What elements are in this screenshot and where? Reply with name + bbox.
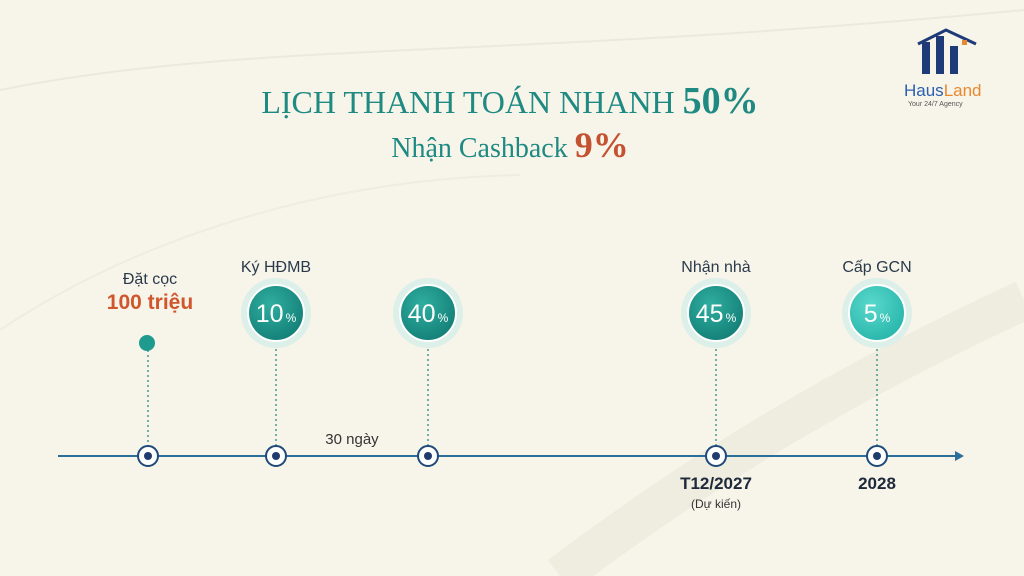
percent-value: 40 xyxy=(408,300,436,328)
interval-label: 30 ngày xyxy=(325,431,379,448)
logo-icon xyxy=(950,46,958,74)
step-date: 2028 xyxy=(858,474,896,493)
logo: HausLand Your 24/7 Agency xyxy=(904,28,982,108)
step-label: Nhận nhà xyxy=(681,259,750,276)
subtitle-main: Nhận Cashback xyxy=(391,133,568,164)
percent-circle xyxy=(687,284,745,342)
timeline-marker-dot xyxy=(712,452,720,460)
step: 10 % Ký HĐMB xyxy=(241,259,311,467)
percent-unit: % xyxy=(726,311,737,325)
step: Đặt cọc 100 triệu xyxy=(107,271,193,467)
deposit-dot xyxy=(139,335,155,351)
logo-icon xyxy=(962,40,967,45)
step: 45 % Nhận nhà T12/2027 (Dự kiến) xyxy=(680,259,752,511)
logo-icon xyxy=(917,28,977,46)
logo-name: Land xyxy=(944,81,982,100)
percent-value: 45 xyxy=(696,300,724,328)
percent-circle xyxy=(247,284,305,342)
logo-tagline: Your 24/7 Agency xyxy=(908,101,963,108)
timeline-arrow xyxy=(955,451,964,461)
logo-icon xyxy=(936,36,944,74)
percent-value: 5 xyxy=(864,300,878,328)
step: 5 % Cấp GCN 2028 xyxy=(842,259,912,493)
step-label: Đặt cọc xyxy=(123,271,177,288)
decor-curve xyxy=(0,9,1024,91)
step: 40% xyxy=(393,278,463,467)
percent-unit: % xyxy=(880,311,891,325)
timeline-marker-dot xyxy=(424,452,432,460)
percent-text: 45% xyxy=(696,300,737,328)
subtitle-highlight: 9% xyxy=(575,125,629,165)
step-date: T12/2027 xyxy=(680,474,752,493)
step-date-note: (Dự kiến) xyxy=(691,497,741,511)
percent-text: 5% xyxy=(864,300,891,328)
percent-circle xyxy=(848,284,906,342)
percent-text: 40% xyxy=(408,300,449,328)
title-highlight: 50% xyxy=(683,80,759,122)
logo-name: Haus xyxy=(904,81,944,100)
decor-curve xyxy=(0,174,521,331)
subtitle: Nhận Cashback 9% xyxy=(391,125,629,165)
percent-unit: % xyxy=(438,311,449,325)
deposit-amount: 100 triệu xyxy=(107,291,193,314)
timeline-marker-dot xyxy=(272,452,280,460)
step-label: Cấp GCN xyxy=(842,259,911,276)
timeline-marker-dot xyxy=(873,452,881,460)
title-main: LỊCH THANH TOÁN NHANH xyxy=(261,84,674,120)
logo-text: HausLand xyxy=(904,81,982,100)
step-label: Ký HĐMB xyxy=(241,259,311,276)
percent-value: 10 xyxy=(256,300,284,328)
percent-unit: % xyxy=(286,311,297,325)
timeline-marker-dot xyxy=(144,452,152,460)
decor-curve xyxy=(547,281,1024,576)
logo-icon xyxy=(922,42,930,74)
percent-circle xyxy=(399,284,457,342)
title: LỊCH THANH TOÁN NHANH 50% xyxy=(261,80,758,122)
percent-text: 10% xyxy=(256,300,297,328)
